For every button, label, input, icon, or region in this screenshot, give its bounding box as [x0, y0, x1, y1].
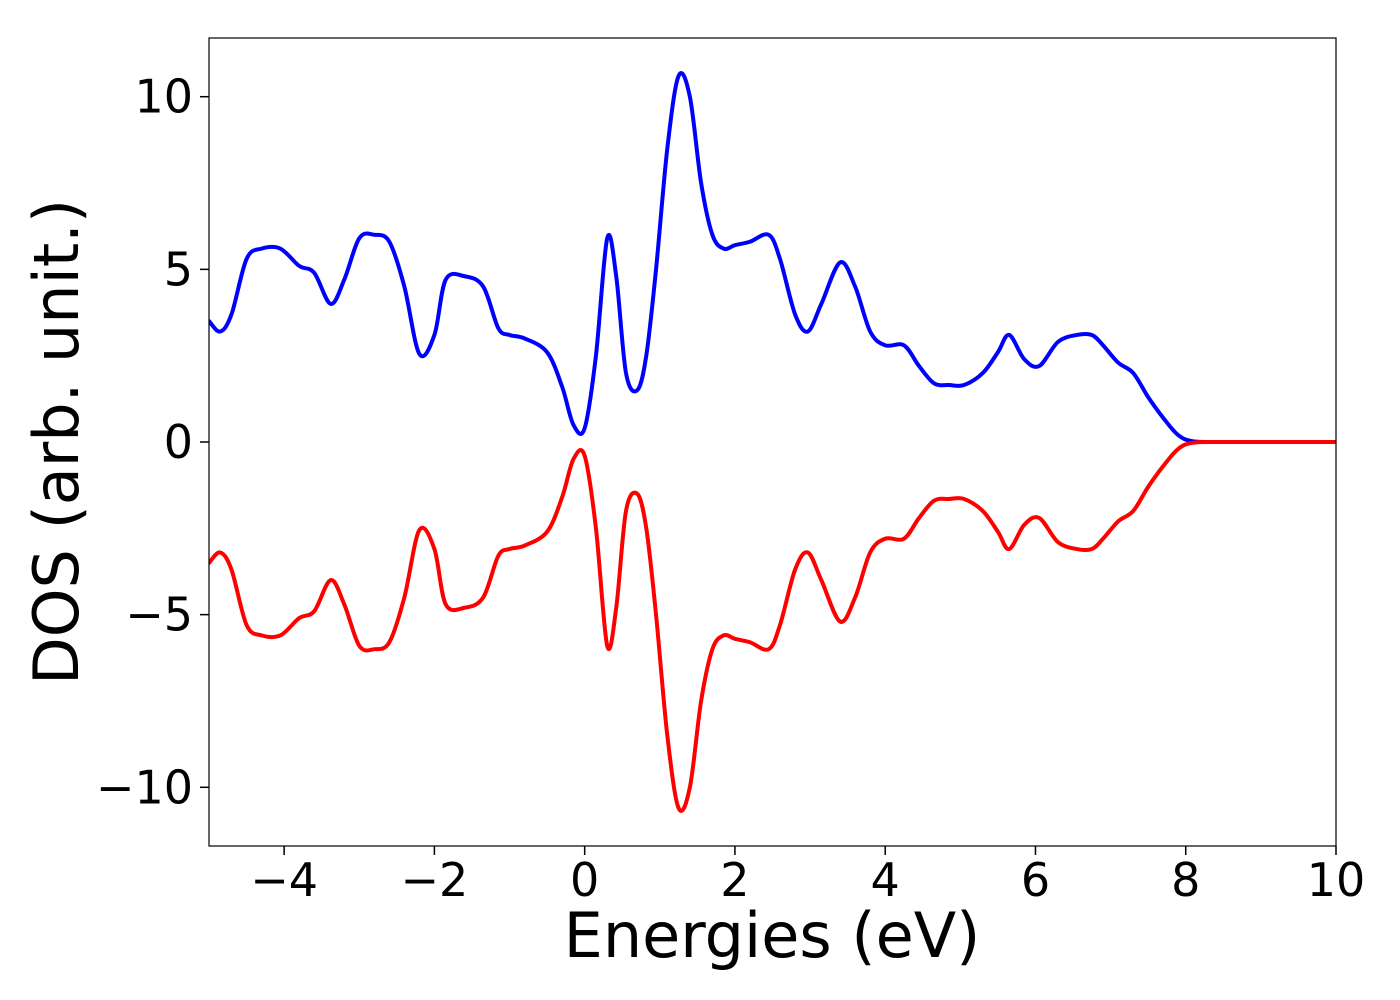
x-tick-label: −2	[400, 853, 468, 907]
y-tick-label: −10	[96, 760, 193, 814]
x-tick-label: 0	[570, 853, 599, 907]
y-axis-ticks: 10 5 0 −5 −10	[96, 70, 209, 814]
x-tick-label: 8	[1171, 853, 1200, 907]
x-axis-ticks: −4 −2 0 2 4 6 8 10	[250, 846, 1365, 907]
plot-area	[209, 38, 1336, 846]
y-tick-label: 0	[164, 415, 193, 469]
dos-series-line-2	[209, 439, 1336, 813]
x-tick-label: 6	[1021, 853, 1050, 907]
y-tick-label: 5	[164, 242, 193, 296]
y-tick-label: 10	[134, 70, 193, 124]
x-tick-label: −4	[250, 853, 318, 907]
x-tick-label: 10	[1307, 853, 1366, 907]
x-tick-label: 2	[720, 853, 749, 907]
y-axis-label: DOS (arb. unit.)	[20, 199, 93, 685]
x-tick-label: 4	[871, 853, 900, 907]
y-tick-label: −5	[125, 588, 193, 642]
series-layer	[209, 71, 1336, 813]
dos-series-line-1	[209, 71, 1336, 445]
x-axis-label: Energies (eV)	[564, 899, 981, 972]
